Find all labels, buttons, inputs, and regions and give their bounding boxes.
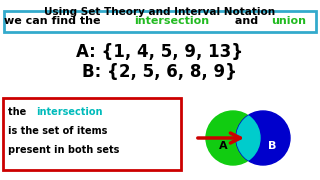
Circle shape (206, 111, 260, 165)
Text: and: and (231, 16, 262, 26)
Text: union: union (271, 16, 306, 26)
Circle shape (236, 111, 290, 165)
Text: Using Set Theory and Interval Notation: Using Set Theory and Interval Notation (44, 7, 276, 17)
Text: the: the (8, 107, 30, 117)
Text: intersection: intersection (36, 107, 102, 117)
Text: B: {2, 5, 6, 8, 9}: B: {2, 5, 6, 8, 9} (83, 63, 237, 81)
FancyBboxPatch shape (3, 98, 181, 170)
Text: A: A (219, 141, 227, 151)
Text: is the set of items: is the set of items (8, 126, 108, 136)
Circle shape (206, 111, 260, 165)
Text: we can find the: we can find the (4, 16, 105, 26)
Text: B: B (268, 141, 276, 151)
Text: present in both sets: present in both sets (8, 145, 119, 155)
FancyBboxPatch shape (4, 11, 316, 32)
Text: A: {1, 4, 5, 9, 13}: A: {1, 4, 5, 9, 13} (76, 43, 244, 61)
Text: intersection: intersection (134, 16, 209, 26)
